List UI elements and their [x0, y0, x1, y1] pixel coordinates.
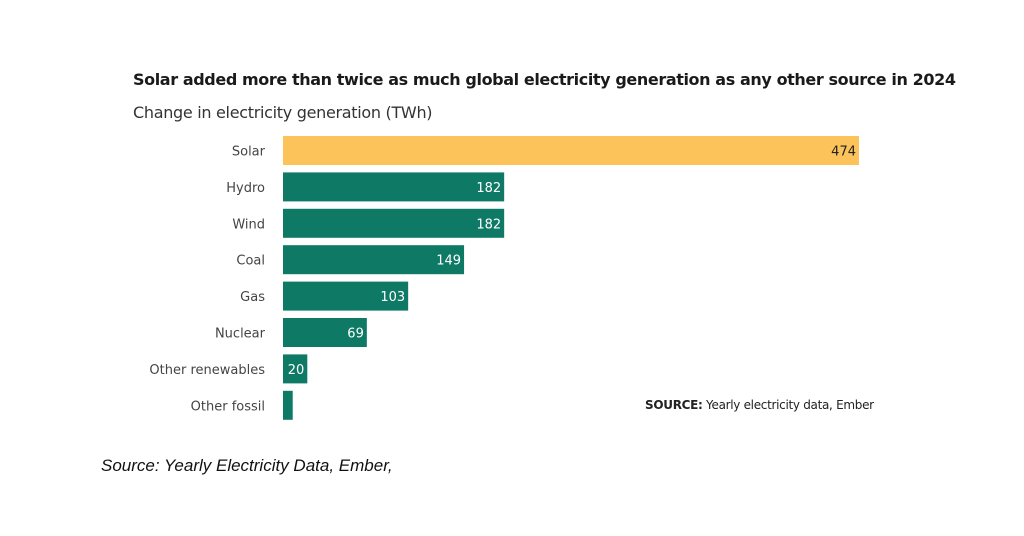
- bar-wind: [283, 208, 505, 238]
- category-label-wind: Wind: [232, 217, 265, 232]
- bar-gas: [283, 281, 409, 311]
- category-label-other-fossil: Other fossil: [191, 399, 265, 414]
- bar-solar: [283, 136, 859, 165]
- category-label-other-renewables: Other renewables: [149, 363, 265, 378]
- chart-title: Solar added more than twice as much glob…: [133, 70, 956, 89]
- bar-other-renewables: [283, 354, 308, 384]
- value-label-other-renewables: 20: [288, 363, 305, 378]
- value-label-gas: 103: [380, 290, 405, 305]
- category-label-nuclear: Nuclear: [215, 327, 266, 342]
- value-label-wind: 182: [476, 217, 501, 232]
- value-label-solar: 474: [831, 145, 856, 160]
- value-label-hydro: 182: [476, 181, 501, 196]
- bars-layer: Solar 474 Hydro 182 Wind 182 Coal 149 Gas 103 Nucl…: [149, 136, 859, 420]
- value-label-nuclear: 69: [347, 327, 364, 342]
- category-label-gas: Gas: [240, 290, 265, 305]
- bar-other-fossil: [283, 390, 293, 420]
- bar-hydro: [283, 172, 505, 202]
- source-label: SOURCE:: [645, 398, 703, 412]
- value-label-coal: 149: [436, 254, 461, 269]
- bar-coal: [283, 245, 465, 275]
- chart-subtitle: Change in electricity generation (TWh): [133, 103, 433, 122]
- image-caption: Source: Yearly Electricity Data, Ember,: [101, 456, 393, 475]
- bar-nuclear: [283, 318, 367, 347]
- category-label-solar: Solar: [232, 145, 266, 160]
- category-label-hydro: Hydro: [226, 181, 265, 196]
- source-text: Yearly electricity data, Ember: [706, 398, 874, 412]
- chart-source-note: SOURCE: Yearly electricity data, Ember: [645, 398, 874, 412]
- category-label-coal: Coal: [236, 254, 265, 269]
